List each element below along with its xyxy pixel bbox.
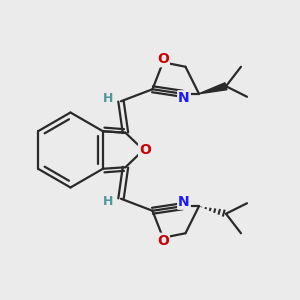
- Text: H: H: [103, 92, 114, 105]
- Text: O: O: [157, 52, 169, 66]
- Text: N: N: [178, 91, 190, 105]
- Text: H: H: [103, 195, 114, 208]
- Text: O: O: [157, 234, 169, 248]
- Text: O: O: [139, 143, 151, 157]
- Text: N: N: [178, 195, 190, 209]
- Polygon shape: [199, 83, 227, 94]
